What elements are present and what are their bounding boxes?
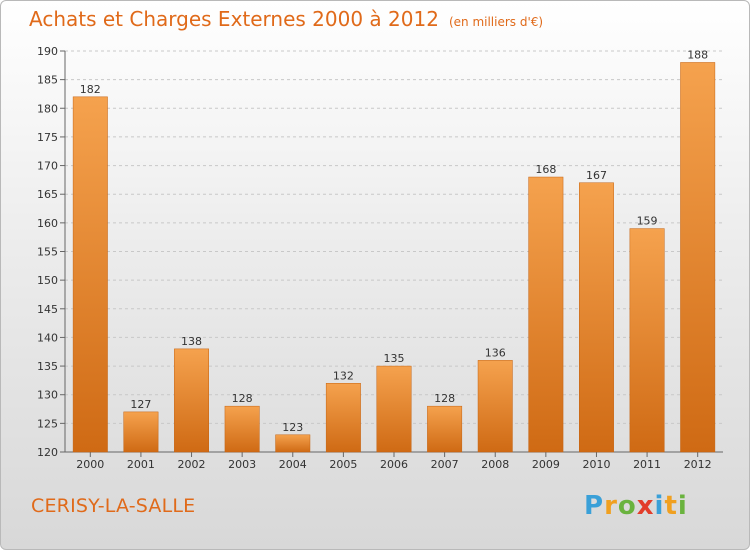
bar-value-label: 159 [637, 215, 658, 228]
bar-value-label: 168 [535, 163, 556, 176]
logo-letter: x [636, 491, 655, 521]
bar [427, 405, 463, 453]
bar [579, 182, 614, 453]
y-tick-label: 185 [37, 74, 58, 87]
bar-value-label: 182 [80, 83, 101, 96]
y-tick-label: 175 [37, 131, 58, 144]
bar-value-label: 188 [687, 48, 708, 61]
logo-letter: i [677, 491, 688, 521]
y-tick-label: 190 [37, 45, 58, 58]
logo-letter: r [604, 491, 618, 521]
bar [376, 365, 412, 453]
y-tick-label: 170 [37, 160, 58, 173]
y-tick-label: 140 [37, 331, 58, 344]
bar-value-label: 136 [485, 346, 506, 359]
logo-letter: P [584, 491, 605, 521]
bar [325, 383, 361, 453]
bar-value-label: 135 [384, 352, 405, 365]
chart-subtitle: (en milliers d'€) [448, 15, 544, 29]
bar [72, 96, 108, 453]
bars [72, 62, 716, 453]
x-tick-label: 2003 [228, 458, 256, 471]
bar [123, 411, 159, 453]
y-tick-label: 145 [37, 303, 58, 316]
x-tick-label: 2011 [633, 458, 661, 471]
x-tick-label: 2012 [684, 458, 712, 471]
y-tick-label: 130 [37, 389, 58, 402]
chart-title: Achats et Charges Externes 2000 à 2012 (e… [29, 7, 543, 31]
bar [477, 360, 513, 453]
proxiti-logo: Proxiti [584, 491, 688, 521]
x-tick-label: 2008 [481, 458, 509, 471]
y-tick-label: 120 [37, 446, 58, 459]
y-tick-label: 135 [37, 360, 58, 373]
x-tick-label: 2005 [329, 458, 357, 471]
bar-value-label: 123 [282, 421, 303, 434]
y-tick-label: 125 [37, 417, 58, 430]
y-tick-label: 160 [37, 217, 58, 230]
y-tick-label: 165 [37, 188, 58, 201]
y-tick-label: 180 [37, 102, 58, 115]
chart-title-text: Achats et Charges Externes 2000 à 2012 [29, 7, 439, 31]
bar [275, 434, 311, 453]
bar-value-label: 128 [434, 392, 455, 405]
bar-value-label: 127 [130, 398, 151, 411]
x-tick-label: 2001 [127, 458, 155, 471]
location-name: CERISY-LA-SALLE [31, 495, 196, 517]
x-tick-label: 2009 [532, 458, 560, 471]
bar-value-label: 138 [181, 335, 202, 348]
logo-letter: t [664, 491, 678, 521]
bar [680, 62, 716, 453]
bar [174, 348, 209, 453]
logo-letter: o [617, 491, 637, 521]
bar-value-label: 167 [586, 169, 607, 182]
bar-value-label: 128 [232, 392, 253, 405]
labels: 120 125 130 135 140 145 150 155 160 165 170 175 180 1… [37, 45, 712, 471]
x-tick-label: 2004 [279, 458, 307, 471]
x-tick-label: 2006 [380, 458, 408, 471]
y-tick-label: 150 [37, 274, 58, 287]
x-tick-label: 2002 [178, 458, 206, 471]
bar [629, 228, 665, 453]
x-tick-label: 2000 [76, 458, 104, 471]
x-tick-label: 2007 [431, 458, 459, 471]
y-tick-label: 155 [37, 246, 58, 259]
bar [528, 176, 564, 453]
bar-value-label: 132 [333, 369, 354, 382]
logo-letter: i [654, 491, 665, 521]
x-tick-label: 2010 [582, 458, 610, 471]
bar [224, 405, 260, 453]
